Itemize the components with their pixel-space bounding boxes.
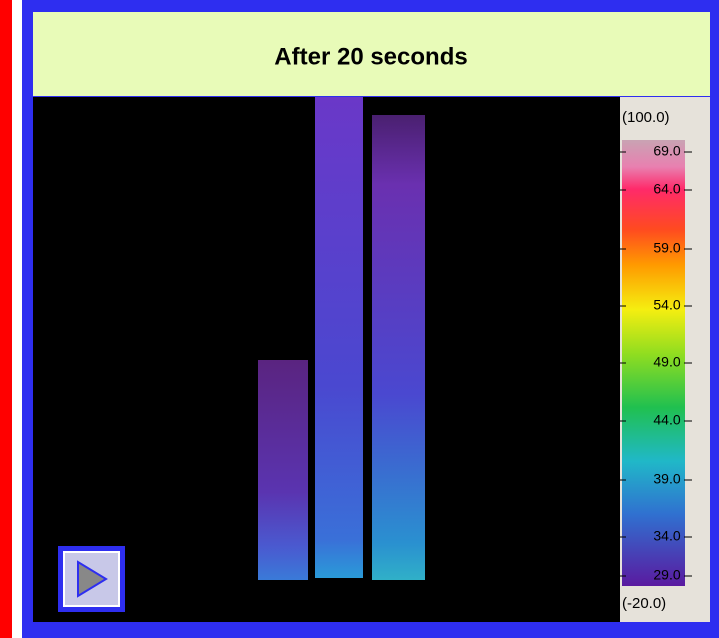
scale-label: 39.0 (653, 471, 680, 487)
title: After 20 seconds (274, 43, 467, 70)
play-icon[interactable] (77, 560, 108, 598)
thermal-bar (258, 360, 308, 580)
thermal-bar (315, 97, 363, 578)
scale-label: 44.0 (653, 412, 680, 428)
thermal-bar (372, 115, 425, 580)
scale-label: 54.0 (653, 297, 680, 313)
scale-label: 64.0 (653, 181, 680, 197)
scale-labels: (100.0) (-20.0) 69.0 64.0 59.0 54.0 49.0 44.0… (616, 109, 692, 612)
scale-max: (100.0) (622, 109, 670, 126)
scale-label: 34.0 (653, 528, 680, 544)
play-button-face[interactable] (63, 551, 120, 607)
scale-label: 69.0 (653, 143, 680, 159)
color-bar (622, 140, 685, 586)
scale-label: 59.0 (653, 240, 680, 256)
side-strip (0, 0, 12, 638)
scale-label: 29.0 (653, 567, 680, 583)
title-bar (33, 12, 710, 96)
scale-min: (-20.0) (622, 595, 666, 612)
play-button[interactable] (58, 546, 125, 612)
scale-label: 49.0 (653, 354, 680, 370)
